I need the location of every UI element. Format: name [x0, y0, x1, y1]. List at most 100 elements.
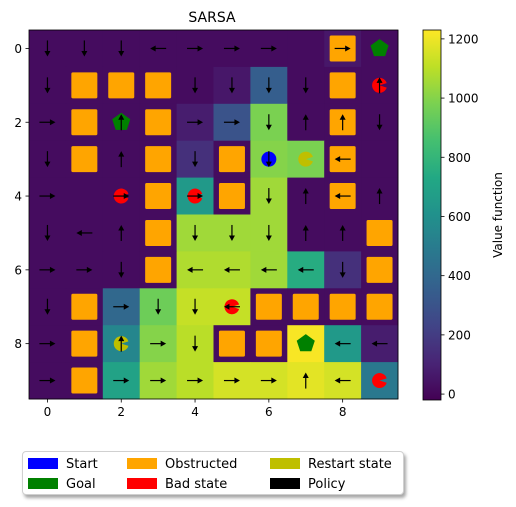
legend-label-bad-state: Bad state: [165, 477, 228, 492]
legend-item-obstructed: Obstructed: [127, 458, 237, 472]
policy-arrow: [118, 224, 125, 241]
policy-arrow: [39, 340, 56, 347]
policy-arrowhead: [271, 45, 277, 52]
policy-arrow: [150, 45, 167, 52]
legend-item-start: Start: [28, 458, 98, 472]
policy-arrowhead: [297, 266, 304, 273]
obstructed-cell: [366, 293, 393, 320]
restart-state-swatch: [270, 458, 300, 469]
legend-item-goal: Goal: [28, 478, 96, 492]
legend-label-obstructed: Obstructed: [165, 457, 238, 472]
goal-marker: [296, 334, 315, 352]
policy-arrowhead: [265, 161, 272, 168]
goal-swatch: [28, 478, 58, 489]
policy-arrow: [192, 151, 199, 168]
colorbar-tick-label: 600: [448, 210, 471, 224]
policy-arrowhead: [376, 124, 383, 131]
plot-axes: 0 2 4 6 8 0 2 4 6 8: [14, 29, 399, 419]
colorbar-tick-label: 400: [448, 269, 471, 283]
obstructed-cell: [108, 72, 135, 99]
policy-arrowhead: [334, 156, 341, 163]
policy-arrow: [192, 224, 199, 241]
policy-arrow: [260, 377, 277, 384]
policy-arrow: [76, 266, 93, 273]
policy-arrowhead: [160, 340, 167, 347]
colorbar-label: Value function: [491, 172, 505, 258]
plot-frame: [28, 29, 399, 400]
policy-arrow: [223, 119, 240, 126]
policy-arrow: [334, 340, 351, 347]
policy-arrow: [260, 266, 277, 273]
policy-arrowhead: [123, 377, 130, 384]
policy-arrowhead: [81, 50, 88, 57]
policy-arrowhead: [192, 309, 199, 315]
obstructed-cell: [329, 293, 356, 320]
policy-arrow: [228, 224, 235, 241]
policy-arrow: [44, 298, 51, 315]
restart-state-marker: [298, 151, 313, 167]
bad-state-swatch: [127, 478, 157, 489]
policy-arrowhead: [265, 124, 272, 131]
policy-arrowhead: [192, 346, 199, 352]
heatmap-cell: [65, 177, 104, 215]
legend-label-goal: Goal: [66, 477, 96, 492]
policy-arrow: [339, 224, 346, 241]
policy-arrowhead: [223, 266, 230, 273]
policy-arrowhead: [118, 272, 125, 278]
policy-arrowhead: [197, 119, 204, 126]
policy-arrowhead: [44, 50, 51, 57]
obstructed-cell: [71, 367, 98, 394]
chart-title: SARSA: [188, 10, 236, 26]
colorbar-tick-label: 0: [448, 388, 456, 402]
start-swatch: [28, 458, 58, 469]
policy-arrowhead: [197, 45, 204, 52]
policy-arrow: [297, 266, 314, 273]
obstructed-cell: [145, 109, 172, 136]
policy-arrowhead: [197, 193, 204, 200]
policy-arrow: [260, 45, 277, 52]
policy-arrowhead: [44, 161, 51, 168]
policy-arrowhead: [118, 335, 125, 342]
colorbar-scale: [422, 29, 442, 401]
policy-arrowhead: [228, 87, 235, 94]
policy-arrowhead: [123, 193, 130, 200]
policy-arrow: [118, 335, 125, 352]
policy-arrow: [334, 45, 351, 52]
policy-arrow: [39, 266, 56, 273]
policy-arrow: [81, 40, 88, 57]
policy-arrowhead: [345, 45, 351, 52]
policy-arrow: [376, 77, 383, 94]
policy-arrow: [187, 193, 204, 200]
policy-arrow: [113, 377, 130, 384]
policy-arrow: [302, 224, 309, 241]
obstructed-cell: [145, 146, 172, 173]
x-tick-label: 6: [265, 405, 273, 419]
policy-arrow: [150, 377, 167, 384]
policy-arrowhead: [234, 45, 240, 52]
policy-arrowhead: [260, 266, 267, 273]
colorbar-tick-label: 800: [448, 151, 471, 165]
policy-arrowhead: [339, 224, 346, 231]
obstructed-cell: [366, 219, 393, 246]
policy-arrow: [155, 298, 162, 315]
cell-markers: [39, 35, 393, 394]
policy-arrowhead: [334, 377, 341, 384]
policy-arrowhead: [44, 235, 51, 241]
x-tick-label: 4: [191, 405, 199, 419]
policy-arrow: [150, 340, 167, 347]
obstructed-cell: [71, 109, 98, 136]
policy-arrow: [223, 266, 240, 273]
policy-arrow: [265, 151, 272, 168]
policy-arrowhead: [118, 151, 125, 157]
policy-arrow: [44, 224, 51, 241]
policy-arrowhead: [118, 114, 125, 120]
policy-arrow: [265, 77, 272, 94]
policy-arrow: [376, 114, 383, 131]
y-tick-label: 6: [14, 263, 22, 277]
policy-arrowhead: [302, 114, 309, 120]
policy-arrowhead: [150, 45, 156, 52]
policy-arrow: [76, 229, 93, 236]
policy-arrowhead: [192, 235, 199, 241]
policy-arrowhead: [334, 340, 341, 347]
